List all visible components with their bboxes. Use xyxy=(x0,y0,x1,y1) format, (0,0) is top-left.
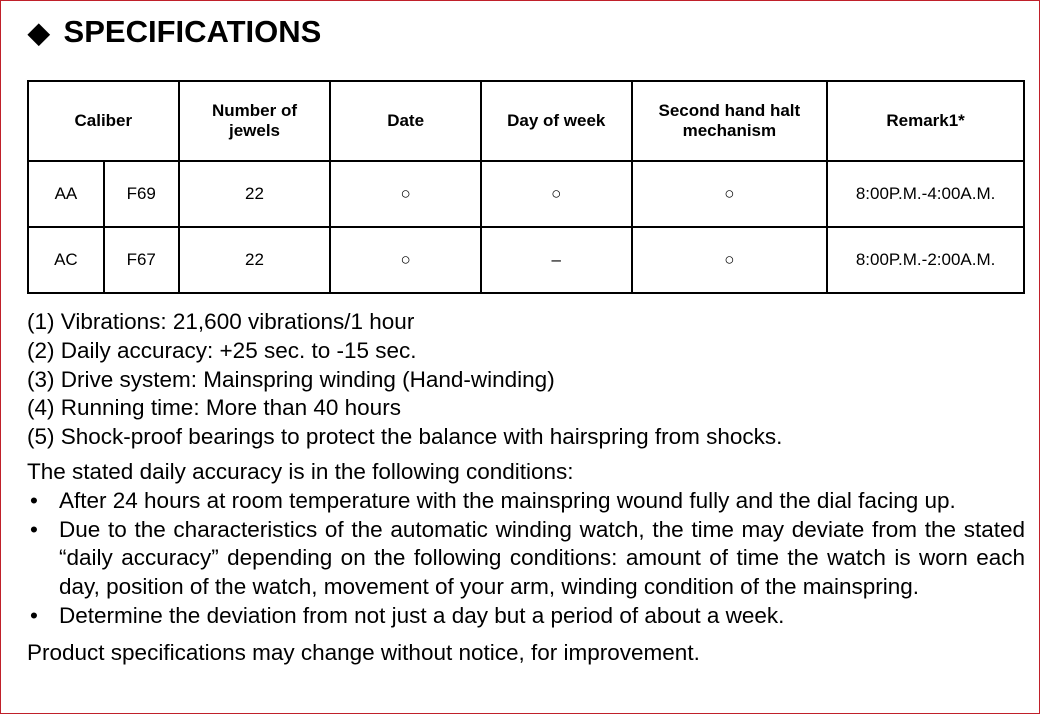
bullet-icon: • xyxy=(30,602,38,628)
cell: AC xyxy=(27,226,105,294)
spec-line: (2) Daily accuracy: +25 sec. to -15 sec. xyxy=(27,337,417,363)
header-date: Date xyxy=(329,80,482,162)
cell: 22 xyxy=(177,160,332,228)
spec-line: (3) Drive system: Mainspring winding (Ha… xyxy=(27,366,555,392)
table-header-row: Caliber Number of jewels Date Day of week… xyxy=(27,80,1025,162)
bullet-text: Due to the characteristics of the automa… xyxy=(59,516,1025,600)
bullet-text: Determine the deviation from not just a … xyxy=(59,602,785,628)
bullet-text: After 24 hours at room temperature with … xyxy=(59,487,956,513)
spec-line: (5) Shock-proof bearings to protect the … xyxy=(27,424,783,450)
spec-line: (1) Vibrations: 21,600 vibrations/1 hour xyxy=(27,309,415,334)
spec-notes: (1) Vibrations: 21,600 vibrations/1 hour… xyxy=(27,308,1025,668)
cell: 8:00P.M.-4:00A.M. xyxy=(826,160,1025,228)
header-remark: Remark1* xyxy=(826,80,1025,162)
bullet-icon: • xyxy=(30,487,38,513)
header-jewels: Number of jewels xyxy=(177,80,332,162)
footer-note: Product specifications may change withou… xyxy=(27,639,700,665)
diamond-icon: ◆ xyxy=(28,16,50,48)
bullet-item: • Due to the characteristics of the autom… xyxy=(27,516,1025,602)
cell: 22 xyxy=(177,226,332,294)
cell: F67 xyxy=(102,226,180,294)
cell: – xyxy=(479,226,633,294)
header-caliber: Caliber xyxy=(27,80,180,162)
cell: ○ xyxy=(630,226,829,294)
cell: ○ xyxy=(329,160,482,228)
bullet-icon: • xyxy=(30,516,38,542)
cell: AA xyxy=(27,160,105,228)
cell: ○ xyxy=(329,226,482,294)
bullet-item: • Determine the deviation from not just a… xyxy=(27,602,1025,631)
cell: F69 xyxy=(102,160,180,228)
cell: ○ xyxy=(479,160,633,228)
header-second-hand-halt: Second hand halt mechanism xyxy=(630,80,829,162)
cell: ○ xyxy=(630,160,829,228)
conditions-intro: The stated daily accuracy is in the foll… xyxy=(27,458,574,484)
header-day-of-week: Day of week xyxy=(479,80,633,162)
cell: 8:00P.M.-2:00A.M. xyxy=(826,226,1025,294)
spec-line: (4) Running time: More than 40 hours xyxy=(27,395,401,421)
table-row: AA F69 22 ○ ○ ○ 8:00P.M.-4:00A.M. xyxy=(27,160,1025,228)
bullet-item: • After 24 hours at room temperature with… xyxy=(27,487,1025,516)
specifications-table: Caliber Number of jewels Date Day of week… xyxy=(27,80,1025,294)
section-title: SPECIFICATIONS xyxy=(63,14,322,49)
section-heading: ◆ SPECIFICATIONS xyxy=(28,14,321,50)
table-row: AC F67 22 ○ – ○ 8:00P.M.-2:00A.M. xyxy=(27,226,1025,294)
